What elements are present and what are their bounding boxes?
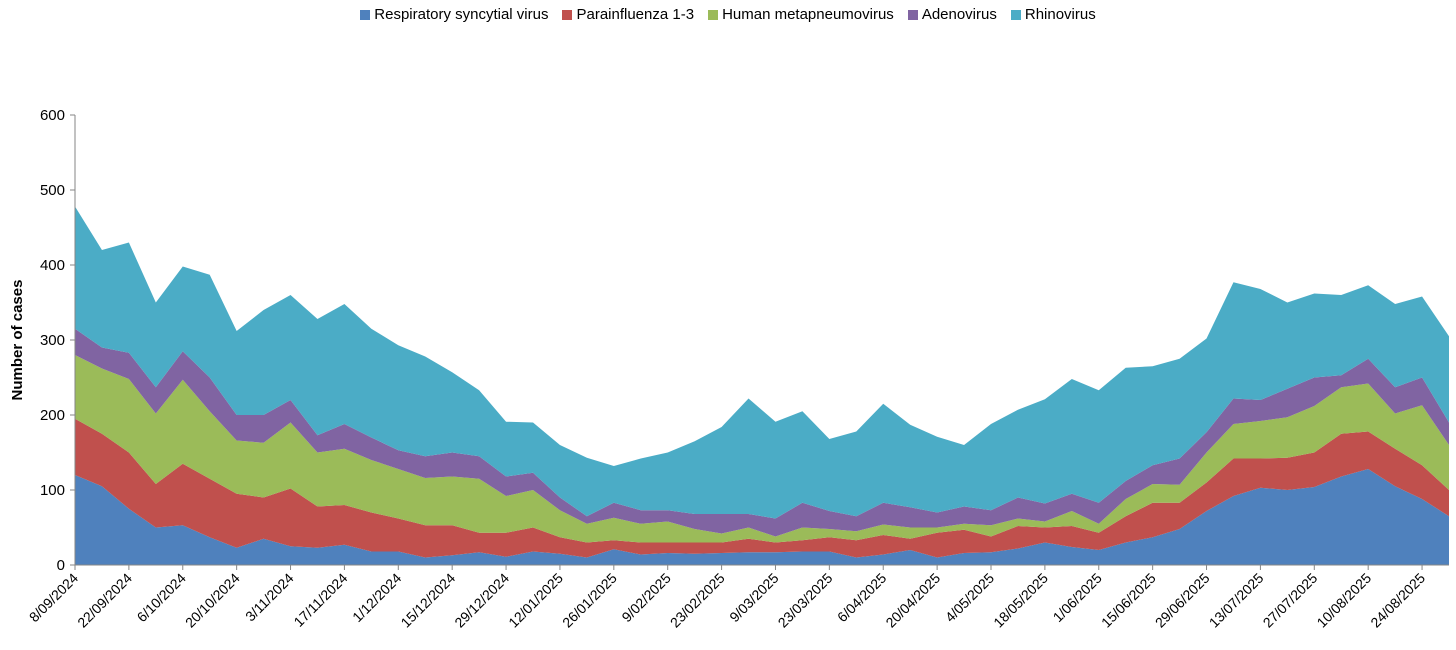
x-tick-label: 23/02/2025	[667, 570, 728, 631]
x-tick-label: 1/12/2024	[349, 570, 405, 626]
legend-item: Parainfluenza 1-3	[562, 6, 694, 23]
y-tick-label: 300	[40, 332, 65, 349]
x-tick-label: 13/07/2025	[1206, 570, 1267, 631]
x-tick-label: 1/06/2025	[1050, 570, 1106, 626]
x-tick-label: 9/02/2025	[618, 570, 674, 626]
area	[75, 355, 1449, 543]
area	[75, 206, 1449, 519]
y-tick-label: 400	[40, 257, 65, 274]
legend-swatch	[907, 9, 918, 20]
x-tick-label: 6/04/2025	[834, 570, 890, 626]
x-tick-label: 27/07/2025	[1260, 570, 1321, 631]
y-tick-label: 500	[40, 182, 65, 199]
area	[75, 469, 1449, 565]
x-tick-label: 29/06/2025	[1152, 570, 1213, 631]
x-tick-label: 23/03/2025	[775, 570, 836, 631]
x-tick-label: 26/01/2025	[559, 570, 620, 631]
legend-swatch	[708, 9, 719, 20]
x-tick-label: 4/05/2025	[942, 570, 998, 626]
x-tick-label: 20/04/2025	[882, 570, 943, 631]
legend-swatch	[1010, 9, 1021, 20]
y-axis-label: Number of cases	[9, 280, 26, 401]
x-tick-label: 15/06/2025	[1098, 570, 1159, 631]
legend-swatch	[360, 9, 371, 20]
x-tick-label: 12/01/2025	[505, 570, 566, 631]
legend-item: Respiratory syncytial virus	[360, 6, 548, 23]
y-tick-label: 200	[40, 407, 65, 424]
x-tick-label: 24/08/2025	[1367, 570, 1428, 631]
x-tick-label: 10/08/2025	[1313, 570, 1374, 631]
x-tick-label: 15/12/2024	[397, 570, 458, 631]
area	[75, 328, 1449, 537]
legend-label: Rhinovirus	[1024, 6, 1096, 23]
x-tick-label: 8/09/2024	[26, 570, 82, 626]
legend-item: Human metapneumovirus	[708, 6, 894, 23]
x-tick-label: 29/12/2024	[451, 570, 512, 631]
y-tick-label: 600	[40, 107, 65, 124]
legend-label: Respiratory syncytial virus	[374, 6, 549, 23]
x-tick-label: 17/11/2024	[290, 570, 350, 630]
legend-label: Parainfluenza 1-3	[576, 6, 695, 23]
y-tick-label: 0	[57, 557, 65, 574]
x-tick-label: 18/05/2025	[990, 570, 1051, 631]
legend-item: Adenovirus	[907, 6, 997, 23]
x-tick-label: 3/11/2024	[242, 570, 297, 625]
legend-label: Human metapneumovirus	[722, 6, 894, 23]
y-tick-label: 100	[40, 482, 65, 499]
x-tick-label: 20/10/2024	[182, 570, 243, 631]
legend-label: Adenovirus	[921, 6, 997, 23]
x-tick-label: 6/10/2024	[134, 570, 190, 626]
legend-swatch	[562, 9, 573, 20]
x-tick-label: 9/03/2025	[726, 570, 782, 626]
legend-item: Rhinovirus	[1010, 6, 1096, 23]
x-tick-label: 22/09/2024	[74, 570, 135, 631]
legend: Respiratory syncytial virus Parainfluenza…	[0, 6, 1456, 23]
